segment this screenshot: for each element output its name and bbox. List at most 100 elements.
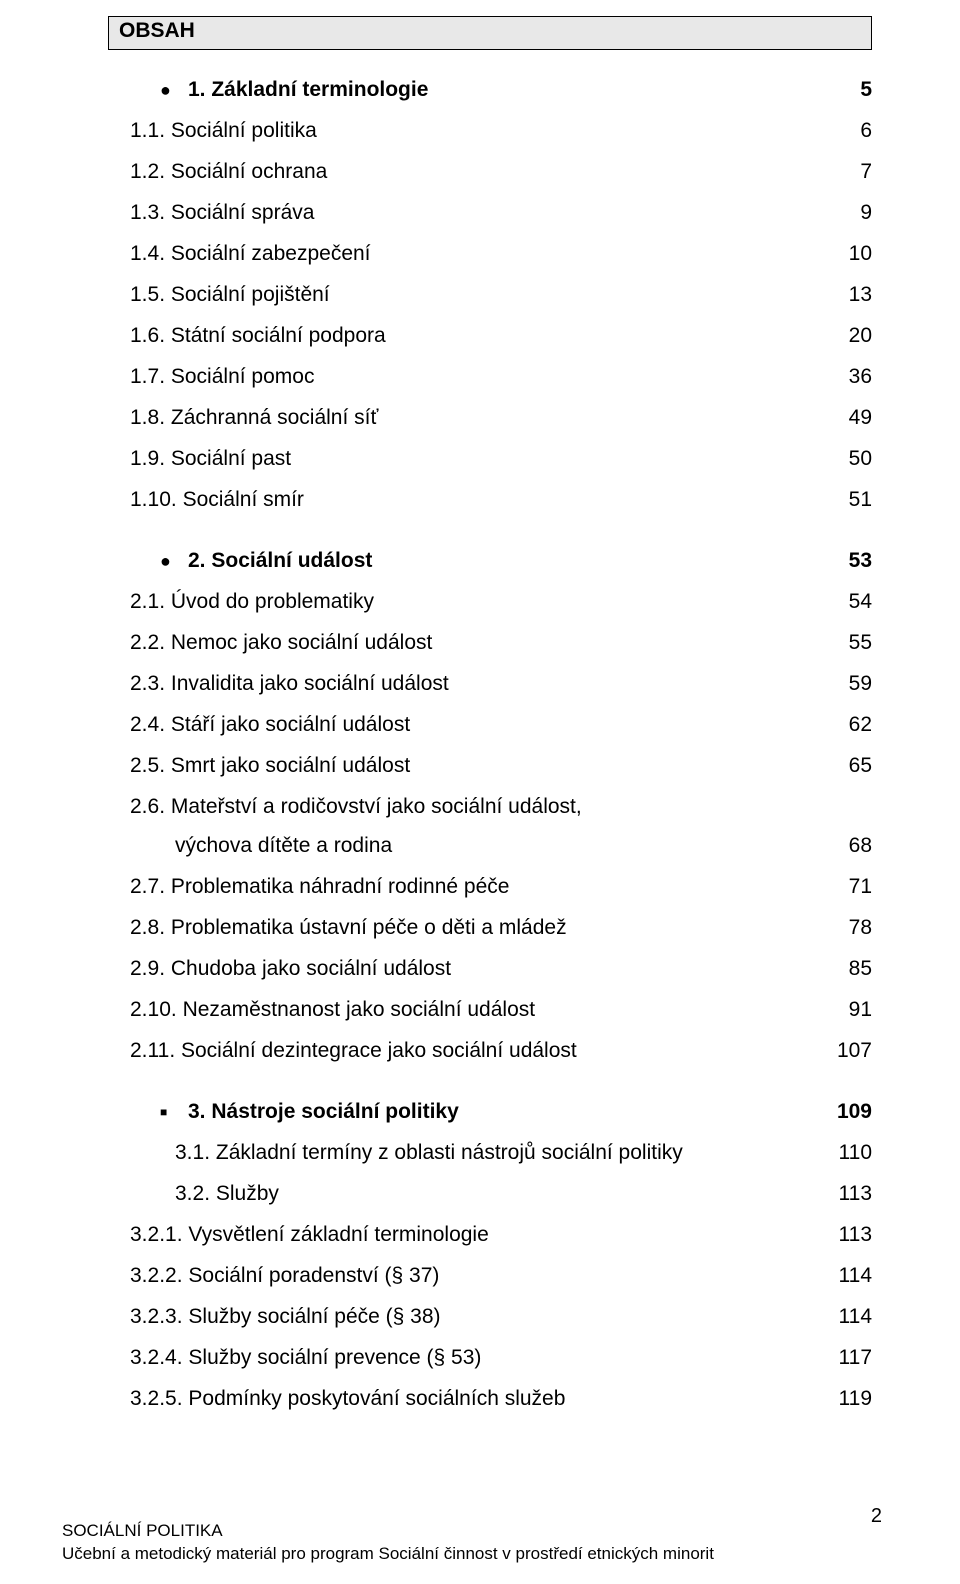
toc-page: 6 (822, 119, 872, 143)
toc-item: 3.2. Služby 113 (130, 1182, 872, 1206)
toc-item-label: 3.2.4. Služby sociální prevence (§ 53) (130, 1346, 822, 1370)
toc-title: Úvod do problematiky (171, 590, 374, 613)
toc-item: 3.2.3. Služby sociální péče (§ 38) 114 (130, 1305, 872, 1329)
toc-item: 1.8. Záchranná sociální síť 49 (130, 406, 872, 430)
toc-num: 1.5. (130, 283, 165, 306)
toc-item: 1.3. Sociální správa 9 (130, 201, 872, 225)
toc-item: 1.1. Sociální politika 6 (130, 119, 872, 143)
toc-item: 2.2. Nemoc jako sociální událost 55 (130, 631, 872, 655)
toc-title: Nemoc jako sociální událost (171, 631, 432, 654)
toc-page: 49 (822, 406, 872, 430)
toc-item: 2.6. Mateřství a rodičovství jako sociál… (130, 795, 872, 819)
toc-item-label: 3.2.1. Vysvětlení základní terminologie (130, 1223, 822, 1247)
toc-item: 3.1. Základní termíny z oblasti nástrojů… (130, 1141, 872, 1165)
toc-item-label: 3.2.2. Sociální poradenství (§ 37) (130, 1264, 822, 1288)
toc-page: 71 (822, 875, 872, 899)
toc-heading-label: 1. Základní terminologie (188, 78, 822, 102)
toc-title: Základní termíny z oblasti nástrojů soci… (216, 1141, 683, 1164)
toc-page: 91 (822, 998, 872, 1022)
toc-item-label: 2.3. Invalidita jako sociální událost (130, 672, 822, 696)
toc-num: 2.11. (130, 1039, 175, 1062)
toc-page: 113 (822, 1223, 872, 1247)
toc-page: 110 (822, 1141, 872, 1165)
toc-num: 2.6. (130, 795, 165, 818)
toc-item-label: 2.1. Úvod do problematiky (130, 590, 822, 614)
toc-title: Chudoba jako sociální událost (171, 957, 451, 980)
toc-item: 2.8. Problematika ústavní péče o děti a … (130, 916, 872, 940)
toc-item: 2.9. Chudoba jako sociální událost 85 (130, 957, 872, 981)
toc-item: 1.2. Sociální ochrana 7 (130, 160, 872, 184)
toc-num: 2. (188, 549, 206, 572)
toc-num: 1. (188, 78, 206, 101)
toc-title: Podmínky poskytování sociálních služeb (188, 1387, 565, 1410)
toc-page: 50 (822, 447, 872, 471)
page: OBSAH ● 1. Základní terminologie 5 1.1. … (0, 0, 960, 1584)
section-header-box: OBSAH (108, 16, 872, 50)
table-of-contents: ● 1. Základní terminologie 5 1.1. Sociál… (130, 78, 872, 1411)
toc-item-label: 1.6. Státní sociální podpora (130, 324, 822, 348)
toc-title: Sociální pomoc (171, 365, 315, 388)
toc-page: 10 (822, 242, 872, 266)
toc-num: 2.1. (130, 590, 165, 613)
toc-section-heading: 3. Nástroje sociální politiky 109 (130, 1100, 872, 1124)
toc-num: 1.9. (130, 447, 165, 470)
toc-num: 3.2.2. (130, 1264, 183, 1287)
bullet-disc-icon: ● (160, 80, 188, 101)
toc-page: 78 (822, 916, 872, 940)
toc-num: 2.4. (130, 713, 165, 736)
toc-item-label: 2.8. Problematika ústavní péče o děti a … (130, 916, 822, 940)
toc-item-label: 1.8. Záchranná sociální síť (130, 406, 822, 430)
footer-line-1: SOCIÁLNÍ POLITIKA (62, 1520, 714, 1543)
toc-item-label: 2.2. Nemoc jako sociální událost (130, 631, 822, 655)
toc-title: Sociální pojištění (171, 283, 330, 306)
section-gap (130, 1080, 872, 1100)
toc-num: 1.10. (130, 488, 177, 511)
toc-num: 2.7. (130, 875, 165, 898)
toc-item-label: 2.11. Sociální dezintegrace jako sociáln… (130, 1039, 822, 1063)
toc-item: 3.2.1. Vysvětlení základní terminologie … (130, 1223, 872, 1247)
toc-num: 1.1. (130, 119, 165, 142)
toc-item-label: 1.7. Sociální pomoc (130, 365, 822, 389)
toc-item: 2.4. Stáří jako sociální událost 62 (130, 713, 872, 737)
toc-item-label: 1.1. Sociální politika (130, 119, 822, 143)
toc-item-label: 2.9. Chudoba jako sociální událost (130, 957, 822, 981)
toc-title: Sociální ochrana (171, 160, 327, 183)
toc-title: Služby sociální péče (§ 38) (188, 1305, 440, 1328)
toc-num: 2.5. (130, 754, 165, 777)
section-gap (130, 529, 872, 549)
toc-item: 2.1. Úvod do problematiky 54 (130, 590, 872, 614)
toc-num: 3.2.5. (130, 1387, 183, 1410)
section-header-title: OBSAH (119, 19, 195, 42)
toc-page: 55 (822, 631, 872, 655)
toc-page: 114 (822, 1305, 872, 1329)
toc-page: 13 (822, 283, 872, 307)
toc-item: 2.7. Problematika náhradní rodinné péče … (130, 875, 872, 899)
toc-title: Státní sociální podpora (171, 324, 386, 347)
toc-page: 59 (822, 672, 872, 696)
toc-num: 2.10. (130, 998, 177, 1021)
toc-num: 1.6. (130, 324, 165, 347)
toc-num: 3.2. (175, 1182, 210, 1205)
toc-title: Stáří jako sociální událost (171, 713, 410, 736)
page-footer: SOCIÁLNÍ POLITIKA Učební a metodický mat… (62, 1520, 714, 1566)
toc-title: Invalidita jako sociální událost (171, 672, 449, 695)
toc-item-label: 2.4. Stáří jako sociální událost (130, 713, 822, 737)
toc-item-label: 1.5. Sociální pojištění (130, 283, 822, 307)
toc-item-label: 1.10. Sociální smír (130, 488, 822, 512)
toc-page: 7 (822, 160, 872, 184)
toc-title: Služby (216, 1182, 279, 1205)
toc-item-label-line2: výchova dítěte a rodina (130, 834, 822, 858)
toc-item-label: 2.7. Problematika náhradní rodinné péče (130, 875, 822, 899)
toc-title: Sociální zabezpečení (171, 242, 371, 265)
toc-item: 2.10. Nezaměstnanost jako sociální událo… (130, 998, 872, 1022)
toc-page: 65 (822, 754, 872, 778)
toc-title: Záchranná sociální síť (171, 406, 378, 429)
toc-section-heading: ● 2. Sociální událost 53 (130, 549, 872, 573)
toc-page: 62 (822, 713, 872, 737)
toc-title: Nástroje sociální politiky (211, 1100, 458, 1123)
toc-num: 2.8. (130, 916, 165, 939)
toc-item-label: 1.3. Sociální správa (130, 201, 822, 225)
page-number: 2 (871, 1505, 882, 1528)
toc-title: Mateřství a rodičovství jako sociální ud… (171, 795, 582, 818)
toc-num: 1.7. (130, 365, 165, 388)
